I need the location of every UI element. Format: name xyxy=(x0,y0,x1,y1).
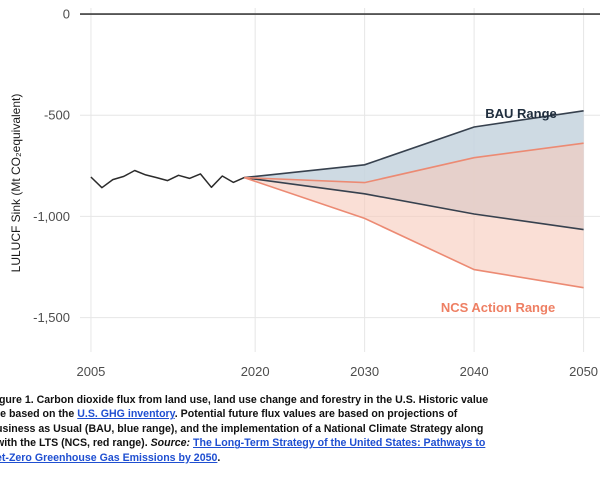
x-tick-label: 2005 xyxy=(76,364,105,379)
x-tick-label: 2020 xyxy=(241,364,270,379)
caption-link[interactable]: et-Zero Greenhouse Gas Emissions by 2050 xyxy=(0,451,218,464)
x-tick-label: 2030 xyxy=(350,364,379,379)
caption-text: with the LTS (NCS, red range). xyxy=(0,437,151,450)
caption-text: . xyxy=(217,451,221,464)
caption-line: igure 1. Carbon dioxide flux from land u… xyxy=(0,393,600,407)
caption-link[interactable]: U.S. GHG inventory xyxy=(77,408,175,421)
caption-text: re based on the xyxy=(0,408,78,421)
caption-line: re based on the U.S. GHG inventory. Pote… xyxy=(0,407,600,421)
caption-line: et-Zero Greenhouse Gas Emissions by 2050… xyxy=(0,451,600,465)
y-tick-label: -1,000 xyxy=(33,209,70,224)
historic-line xyxy=(90,169,245,189)
caption-text: usiness as Usual (BAU, blue range), and … xyxy=(0,422,484,435)
caption-text: . Potential future flux values are based… xyxy=(174,408,458,421)
y-tick-label: -1,500 xyxy=(33,310,70,325)
ncs-upper-line xyxy=(244,142,584,184)
bau-lower-line xyxy=(244,176,584,231)
y-tick-label: -500 xyxy=(44,108,70,123)
y-tick-label: 0 xyxy=(63,7,70,22)
tick-labels: 2005 2020 2030 2040 2050 0 -500 -1,000 -1,500 xyxy=(33,7,598,379)
bau-range-label: BAU Range xyxy=(485,106,557,121)
caption-source-label: Source: xyxy=(150,437,191,450)
ncs-lower-line xyxy=(243,176,584,289)
caption-line: with the LTS (NCS, red range). Source: T… xyxy=(0,436,600,450)
y-axis-label: LULUCF Sink (Mt CO₂equivalent) xyxy=(9,94,23,273)
flux-chart: 2005 2020 2030 2040 2050 0 -500 -1,000 -1,500 LU… xyxy=(9,7,600,379)
range-areas xyxy=(244,110,584,288)
caption-text: igure 1. Carbon dioxide flux from land u… xyxy=(0,394,489,406)
x-tick-label: 2040 xyxy=(460,364,489,379)
bau-upper-line xyxy=(244,110,584,179)
caption-link[interactable]: The Long-Term Strategy of the United Sta… xyxy=(193,437,486,450)
caption-line: usiness as Usual (BAU, blue range), and … xyxy=(0,422,600,436)
ncs-range-label: NCS Action Range xyxy=(441,300,555,315)
ncs-range-area xyxy=(244,143,584,288)
figure-caption: igure 1. Carbon dioxide flux from land u… xyxy=(0,393,600,465)
x-tick-label: 2050 xyxy=(569,364,598,379)
series-lines xyxy=(90,110,584,289)
